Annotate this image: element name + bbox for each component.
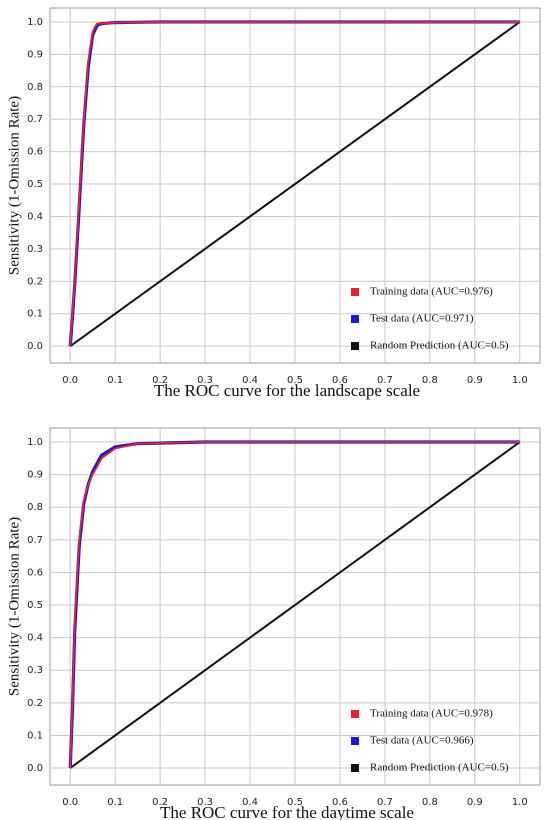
legend-swatch (351, 710, 359, 718)
y-tick-label: 0.0 (27, 763, 43, 774)
x-tick-label: 1.0 (512, 797, 528, 808)
legend-swatch (351, 737, 359, 745)
x-tick-label: 0.7 (377, 375, 393, 386)
roc-line (69, 441, 521, 769)
y-tick-label: 0.6 (27, 567, 43, 578)
roc-line (69, 441, 520, 769)
legend-swatch (351, 764, 359, 772)
y-tick-label: 0.5 (27, 600, 43, 611)
x-tick-label: 0.2 (152, 375, 168, 386)
y-axis-label: Sensitivity (1-Omission Rate) (6, 517, 22, 696)
y-axis-label: Sensitivity (1-Omission Rate) (6, 96, 22, 275)
x-tick-label: 0.8 (422, 375, 438, 386)
roc-line (69, 21, 521, 347)
y-tick-label: 0.1 (27, 309, 43, 320)
x-tick-label: 0.6 (332, 375, 348, 386)
y-tick-label: 0.1 (27, 730, 43, 741)
roc-line (69, 21, 520, 347)
y-tick-label: 0.9 (27, 49, 43, 60)
y-tick-label: 0.3 (27, 244, 43, 255)
x-tick-label: 0.0 (62, 797, 78, 808)
legend-label: Random Prediction (AUC=0.5) (370, 340, 509, 352)
y-tick-label: 0.4 (27, 211, 43, 222)
y-tick-label: 0.9 (27, 470, 43, 481)
x-tick-label: 0.3 (197, 375, 213, 386)
y-tick-label: 1.0 (27, 17, 43, 28)
x-tick-label: 0.9 (467, 375, 483, 386)
legend-label: Training data (AUC=0.976) (370, 286, 493, 298)
y-tick-label: 0.3 (27, 665, 43, 676)
legend-swatch (351, 288, 359, 296)
x-tick-label: 0.2 (152, 797, 168, 808)
y-tick-label: 0.7 (27, 114, 43, 125)
x-tick-label: 0.1 (107, 797, 123, 808)
y-tick-label: 0.2 (27, 698, 43, 709)
x-tick-label: 0.1 (107, 375, 123, 386)
legend-label: Random Prediction (AUC=0.5) (370, 762, 509, 774)
chart-title: The ROC curve for the landscape scale (154, 381, 420, 400)
y-tick-label: 1.0 (27, 437, 43, 448)
x-tick-label: 0.8 (422, 797, 438, 808)
x-tick-label: 1.0 (512, 375, 528, 386)
y-tick-label: 0.0 (27, 341, 43, 352)
x-tick-label: 0.0 (62, 375, 78, 386)
x-tick-label: 0.9 (467, 797, 483, 808)
y-tick-label: 0.8 (27, 82, 43, 93)
y-tick-label: 0.2 (27, 276, 43, 287)
x-tick-label: 0.3 (197, 797, 213, 808)
y-tick-label: 0.8 (27, 502, 43, 513)
y-tick-label: 0.7 (27, 535, 43, 546)
x-tick-label: 0.5 (287, 375, 303, 386)
legend-label: Test data (AUC=0.966) (370, 735, 474, 747)
x-tick-label: 0.6 (332, 797, 348, 808)
y-tick-label: 0.4 (27, 633, 43, 644)
x-tick-label: 0.4 (242, 375, 258, 386)
legend-label: Training data (AUC=0.978) (370, 708, 493, 720)
legend-swatch (351, 342, 359, 350)
y-tick-label: 0.5 (27, 179, 43, 190)
chart-title: The ROC curve for the daytime scale (160, 803, 414, 820)
x-tick-label: 0.5 (287, 797, 303, 808)
x-tick-label: 0.4 (242, 797, 258, 808)
x-tick-label: 0.7 (377, 797, 393, 808)
legend-label: Test data (AUC=0.971) (370, 313, 474, 325)
legend-swatch (351, 315, 359, 323)
y-tick-label: 0.6 (27, 147, 43, 158)
